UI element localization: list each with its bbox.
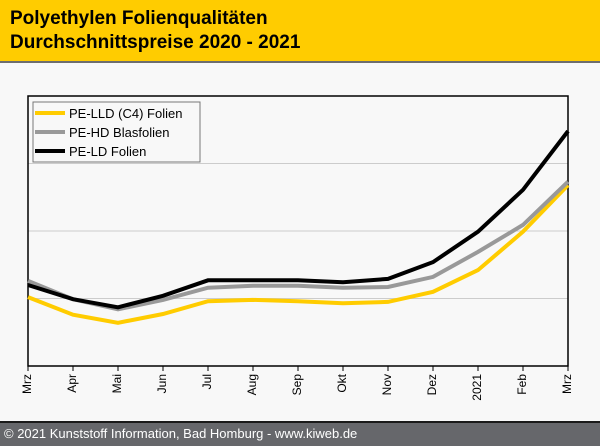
chart-title-line1: Polyethylen Folienqualitäten: [10, 8, 268, 29]
chart-title-line2: Durchschnittspreise 2020 - 2021: [10, 32, 301, 53]
x-tick-label: Feb: [515, 374, 529, 395]
series-line-pe-ld-folien: [27, 129, 570, 310]
x-tick-label: Jun: [155, 374, 169, 393]
series-lines: [27, 129, 570, 325]
x-axis-ticks: Mrz Apr Mai Jun Jul Aug Sep Okt Nov Dez 2021 Feb Mrz: [20, 366, 574, 401]
legend-label: PE-LD Folien: [69, 144, 146, 159]
x-tick-label: Mai: [110, 374, 124, 393]
x-tick-label: 2021: [470, 374, 484, 401]
series-line-pe-lld-c4-folien: [27, 183, 570, 325]
footer-bar: © 2021 Kunststoff Information, Bad Hombu…: [0, 421, 600, 446]
legend: PE-LLD (C4) Folien PE-HD Blasfolien PE-LD …: [32, 101, 201, 163]
x-tick-label: Nov: [380, 374, 394, 395]
chart-header: Polyethylen Folienqualitäten Durchschnit…: [0, 0, 600, 63]
x-tick-label: Jul: [200, 374, 214, 389]
x-tick-label: Okt: [335, 373, 349, 392]
x-tick-label: Dez: [425, 374, 439, 395]
gridlines: [28, 163, 568, 299]
copyright-text: © 2021 Kunststoff Information, Bad Hombu…: [4, 426, 358, 441]
x-tick-label: Apr: [65, 374, 79, 393]
x-tick-label: Sep: [290, 374, 304, 396]
x-tick-label: Mrz: [560, 374, 574, 394]
x-tick-label: Mrz: [20, 374, 34, 394]
series-line-pe-hd-blasfolien: [27, 180, 570, 312]
x-tick-label: Aug: [245, 374, 259, 395]
legend-label: PE-HD Blasfolien: [69, 125, 169, 140]
legend-label: PE-LLD (C4) Folien: [69, 106, 182, 121]
